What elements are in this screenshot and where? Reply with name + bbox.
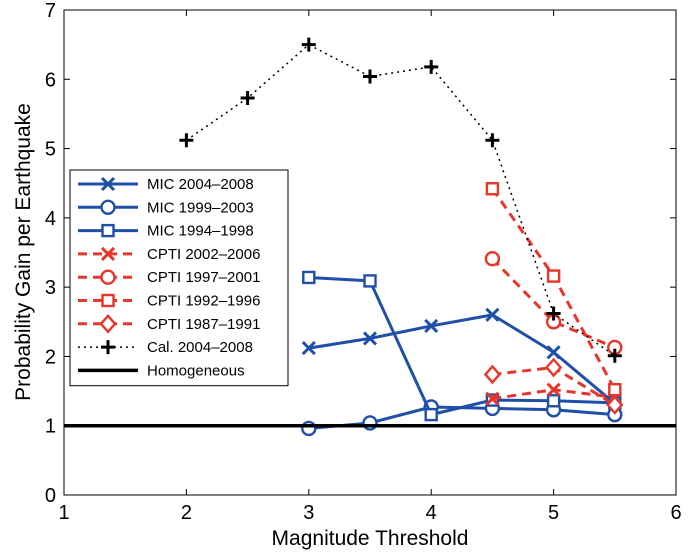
legend-entry-cpti-2002-2006-marker — [100, 246, 116, 261]
x-tick-label: 3 — [303, 502, 314, 524]
legend-entry-mic-1999-2003-label: MIC 1999–2003 — [147, 199, 254, 216]
data-layer — [64, 37, 676, 437]
legend-entry-mic-1994-1998-marker — [101, 223, 115, 238]
series-mic-2004-2008-point — [362, 331, 378, 346]
series-cpti-2002-2006-point — [546, 382, 561, 397]
y-tick-label: 3 — [45, 277, 56, 299]
series-mic-2004-2008 — [301, 307, 622, 411]
x-tick-label: 6 — [670, 502, 681, 524]
legend-entry-mic-1994-1998-label: MIC 1994–1998 — [147, 223, 254, 240]
series-mic-1994-1998-line — [308, 275, 615, 417]
series-cal-2004-2008-point — [424, 59, 439, 74]
series-cal-2004-2008-point — [607, 348, 622, 363]
series-cpti-1992-1996-point — [546, 269, 561, 283]
series-cal-2004-2008-point — [363, 69, 377, 84]
series-mic-1994-1998-point — [424, 407, 438, 422]
legend-entry-cpti-1997-2001-label: CPTI 1997–2001 — [147, 269, 260, 286]
series-cal-2004-2008-point — [301, 37, 316, 52]
y-tick-label: 7 — [45, 0, 56, 22]
legend-entry-cpti-1992-1996-label: CPTI 1992–1996 — [147, 293, 260, 310]
legend-entry-cpti-1987-1991-label: CPTI 1987–1991 — [147, 316, 260, 333]
legend: MIC 2004–2008 MIC 1999–2003 MIC 1994–1998 C… — [69, 169, 289, 387]
series-cpti-1987-1991-point — [545, 357, 563, 378]
series-mic-2004-2008-point — [546, 345, 561, 360]
y-tick-label: 0 — [45, 485, 56, 507]
legend-entry-cpti-1987-1991-marker — [99, 313, 117, 334]
legend-entry-cpti-1992-1996-marker — [101, 293, 115, 308]
series-cal-2004-2008-point — [546, 306, 561, 321]
legend-entry-cpti-2002-2006-label: CPTI 2002–2006 — [147, 246, 260, 263]
series-cpti-1992-1996 — [485, 182, 622, 397]
series-cpti-1987-1991-point — [483, 364, 501, 385]
legend-entry-mic-1999-2003-marker — [100, 199, 116, 216]
series-mic-1994-1998-point — [302, 270, 316, 285]
x-tick-label: 2 — [181, 502, 192, 524]
series-cal-2004-2008-point — [485, 133, 500, 148]
series-cal-2004-2008-point — [240, 90, 255, 105]
legend-entry-mic-2004-2008-marker — [100, 176, 116, 192]
y-tick-label: 1 — [45, 416, 56, 438]
series-cpti-1987-1991-point — [606, 395, 624, 415]
series-mic-1994-1998-point — [546, 394, 561, 408]
legend-entry-cpti-1997-2001-marker — [100, 269, 116, 285]
legend-entry-homogeneous-label: Homogeneous — [147, 362, 245, 379]
series-cpti-1997-2001-point — [484, 251, 501, 267]
plot-frame — [63, 9, 677, 496]
series-mic-1999-2003-point — [301, 420, 317, 437]
series-mic-1994-1998-point — [363, 274, 377, 288]
legend-entry-cal-2004-2008-label: Cal. 2004–2008 — [147, 339, 253, 356]
series-cpti-2002-2006-point — [485, 391, 500, 406]
y-tick-label: 2 — [45, 346, 56, 368]
series-mic-2004-2008-point — [301, 341, 316, 356]
x-axis-label: Magnitude Threshold — [272, 527, 469, 550]
series-mic-2004-2008-point — [485, 307, 500, 322]
series-mic-2004-2008-point — [424, 318, 439, 334]
series-cal-2004-2008 — [179, 37, 622, 363]
series-mic-1999-2003-point — [362, 415, 378, 431]
y-axis-label: Probability Gain per Earthquake — [12, 103, 35, 401]
x-tick-label: 4 — [426, 502, 437, 524]
legend-entry-mic-2004-2008-label: MIC 2004–2008 — [147, 176, 254, 193]
series-cpti-1992-1996-point — [608, 382, 622, 397]
y-tick-label: 5 — [45, 139, 56, 161]
x-tick-label: 1 — [58, 502, 69, 524]
series-cpti-1997-2001 — [484, 251, 623, 356]
series-cpti-1992-1996-point — [485, 182, 500, 196]
series-cal-2004-2008-line — [185, 43, 616, 357]
y-tick-label: 4 — [45, 208, 56, 230]
series-cpti-1987-1991 — [483, 357, 624, 415]
series-mic-2004-2008-line — [308, 313, 616, 405]
x-tick-label: 5 — [548, 502, 559, 524]
legend-entry-cal-2004-2008-marker — [101, 340, 115, 355]
series-cal-2004-2008-point — [179, 133, 194, 148]
y-tick-label: 6 — [45, 69, 56, 91]
